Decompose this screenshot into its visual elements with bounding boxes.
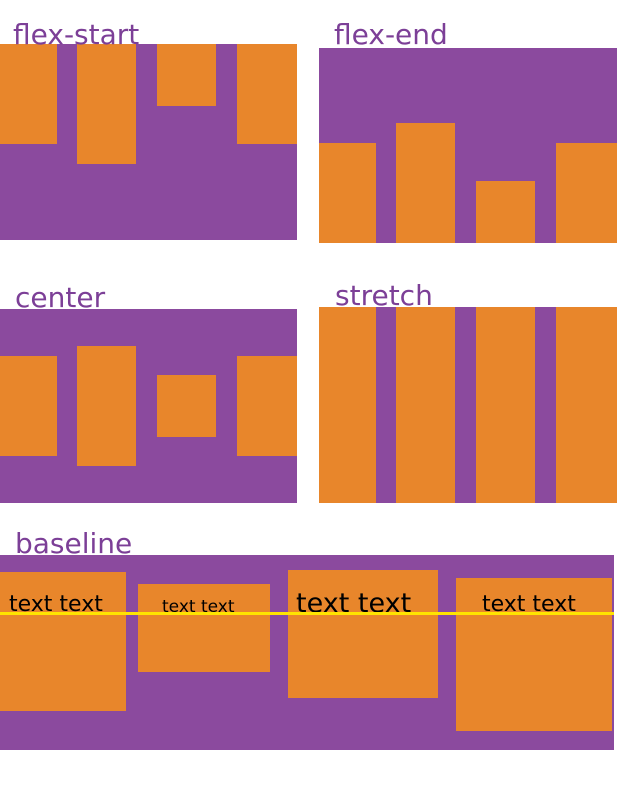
flex-item bbox=[556, 143, 617, 243]
flex-item bbox=[396, 123, 455, 243]
flex-item bbox=[157, 44, 216, 106]
center-container bbox=[0, 309, 297, 503]
stretch-container bbox=[319, 307, 617, 503]
flex-item-text: text text bbox=[0, 572, 126, 711]
flex-item-text: text text bbox=[456, 578, 612, 731]
flex-item bbox=[157, 375, 216, 437]
flex-end-container bbox=[319, 48, 617, 243]
baseline-container: text text text text text text text text bbox=[0, 555, 614, 750]
flex-item bbox=[319, 143, 376, 243]
flex-item-text: text text bbox=[288, 570, 438, 698]
flex-item bbox=[237, 356, 297, 456]
panel-label-stretch: stretch bbox=[335, 279, 433, 312]
item-text: text text bbox=[9, 592, 103, 617]
panel-label-baseline: baseline bbox=[15, 527, 133, 560]
flex-item bbox=[476, 181, 535, 243]
panel-label-flex-end: flex-end bbox=[334, 18, 448, 51]
flex-item bbox=[319, 307, 376, 503]
item-text: text text bbox=[482, 592, 576, 617]
flex-item bbox=[556, 307, 617, 503]
flex-item-text: text text bbox=[138, 584, 270, 672]
flex-start-container bbox=[0, 44, 297, 240]
flex-item bbox=[77, 44, 136, 164]
flex-item bbox=[0, 356, 57, 456]
item-text: text text bbox=[162, 597, 235, 617]
baseline-indicator-line bbox=[0, 612, 614, 615]
panel-label-flex-start: flex-start bbox=[13, 18, 140, 51]
flex-item bbox=[77, 346, 136, 466]
flex-item bbox=[0, 44, 57, 144]
flex-item bbox=[396, 307, 455, 503]
flex-item bbox=[476, 307, 535, 503]
panel-label-center: center bbox=[15, 281, 106, 314]
flex-item bbox=[237, 44, 297, 144]
